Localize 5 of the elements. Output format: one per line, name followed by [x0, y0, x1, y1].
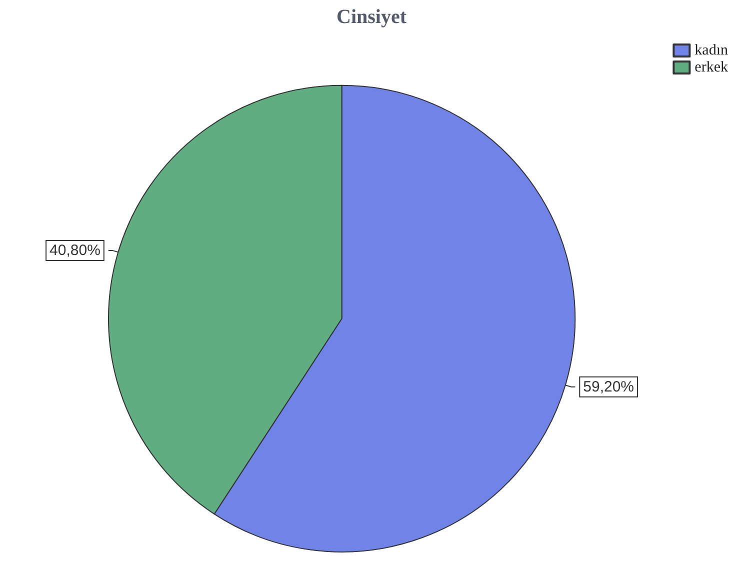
- legend-label: kadın: [694, 42, 728, 58]
- legend-label: erkek: [694, 60, 728, 76]
- data-label: 40,80%: [50, 242, 100, 259]
- data-label: 59,20%: [583, 378, 634, 396]
- chart-title: Cinsiyet: [336, 6, 407, 28]
